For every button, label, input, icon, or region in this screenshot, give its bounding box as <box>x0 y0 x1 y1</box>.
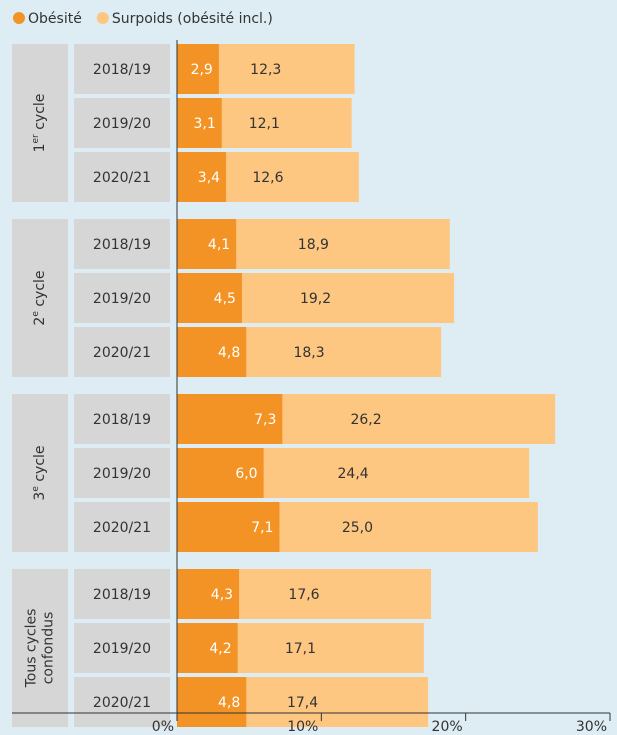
category-label: 2019/20 <box>93 641 151 657</box>
bar <box>177 327 247 377</box>
x-tick-label: 10% <box>287 719 318 735</box>
category-label: 2019/20 <box>93 291 151 307</box>
category-box <box>74 44 170 94</box>
category-box <box>74 502 170 552</box>
category-label: 2020/21 <box>93 695 151 711</box>
bar <box>177 273 242 323</box>
category-box <box>74 623 170 673</box>
value-label: 17,6 <box>288 587 319 603</box>
category-label: 2018/19 <box>93 587 151 603</box>
bar <box>177 448 264 498</box>
group-box <box>12 44 68 202</box>
value-label: 26,2 <box>350 412 381 428</box>
bar <box>177 394 283 444</box>
category-label: 2020/21 <box>93 520 151 536</box>
legend-label: Obésité <box>28 11 82 27</box>
value-label: 25,0 <box>342 520 373 536</box>
group-label: 2e cycle <box>31 270 49 325</box>
category-box <box>74 327 170 377</box>
value-label: 12,3 <box>250 62 281 78</box>
group-box <box>12 219 68 377</box>
category-box <box>74 448 170 498</box>
value-label: 4,5 <box>214 291 236 307</box>
category-box <box>74 219 170 269</box>
category-label: 2018/19 <box>93 412 151 428</box>
value-label: 2,9 <box>191 62 213 78</box>
bar <box>177 44 219 94</box>
group-label: confondus <box>41 612 57 685</box>
group-box <box>12 394 68 552</box>
bar <box>177 152 227 202</box>
value-label: 17,1 <box>285 641 316 657</box>
bar <box>177 98 222 148</box>
category-label: 2020/21 <box>93 170 151 186</box>
category-box <box>74 569 170 619</box>
group-label: 3e cycle <box>31 445 49 500</box>
group-label: Tous cycles <box>24 609 40 689</box>
category-label: 2019/20 <box>93 466 151 482</box>
value-label: 4,3 <box>211 587 233 603</box>
legend-swatch <box>13 12 25 24</box>
group-label-part: 1 <box>32 143 48 152</box>
group-label-sup: e <box>31 486 41 492</box>
bar <box>177 623 238 673</box>
group-label-part: 3 <box>32 492 48 501</box>
bar <box>177 569 240 619</box>
group-label-part: 2 <box>32 317 48 326</box>
value-label: 6,0 <box>235 466 257 482</box>
value-label: 4,8 <box>218 695 240 711</box>
category-label: 2018/19 <box>93 237 151 253</box>
group-label: 1er cycle <box>31 94 49 153</box>
group-box <box>12 569 68 727</box>
value-label: 7,3 <box>254 412 276 428</box>
value-label: 18,3 <box>293 345 324 361</box>
category-box <box>74 677 170 727</box>
value-label: 24,4 <box>338 466 369 482</box>
category-box <box>74 152 170 202</box>
x-tick-label: 30% <box>576 719 607 735</box>
value-label: 7,1 <box>251 520 273 536</box>
group-label-part: cycle <box>32 94 48 135</box>
category-box <box>74 273 170 323</box>
bar <box>177 677 247 727</box>
category-box <box>74 98 170 148</box>
group-label-sup: e <box>31 311 41 317</box>
value-label: 4,8 <box>218 345 240 361</box>
legend-label: Surpoids (obésité incl.) <box>112 11 273 27</box>
legend-swatch <box>96 12 109 24</box>
value-label: 17,4 <box>287 695 318 711</box>
group-label-part: cycle <box>32 445 48 486</box>
group-label-part: cycle <box>32 270 48 311</box>
value-label: 4,1 <box>208 237 230 253</box>
value-label: 19,2 <box>300 291 331 307</box>
value-label: 4,2 <box>209 641 231 657</box>
category-label: 2018/19 <box>93 62 151 78</box>
x-tick-label: 20% <box>432 719 463 735</box>
value-label: 3,1 <box>193 116 215 132</box>
value-label: 12,6 <box>252 170 283 186</box>
category-label: 2020/21 <box>93 345 151 361</box>
category-box <box>74 394 170 444</box>
value-label: 3,4 <box>198 170 220 186</box>
x-tick-label: 0% <box>152 719 174 735</box>
bar <box>177 502 280 552</box>
category-label: 2019/20 <box>93 116 151 132</box>
bar <box>177 219 237 269</box>
group-label-sup: er <box>31 134 41 144</box>
value-label: 12,1 <box>249 116 280 132</box>
value-label: 18,9 <box>298 237 329 253</box>
